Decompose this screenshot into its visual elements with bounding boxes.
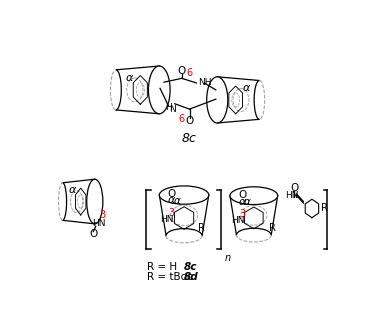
Text: R = H: R = H bbox=[147, 262, 177, 272]
Text: α: α bbox=[69, 185, 76, 195]
Text: R: R bbox=[321, 204, 328, 213]
Text: N: N bbox=[169, 105, 176, 115]
Ellipse shape bbox=[254, 80, 265, 119]
Text: 6: 6 bbox=[179, 114, 185, 124]
Text: HN: HN bbox=[285, 191, 298, 200]
Text: O: O bbox=[177, 66, 186, 76]
Ellipse shape bbox=[87, 179, 103, 224]
Text: R: R bbox=[198, 223, 204, 233]
Text: 3: 3 bbox=[100, 210, 106, 220]
Text: O: O bbox=[185, 116, 194, 126]
Text: R = tBoc: R = tBoc bbox=[147, 272, 193, 282]
Text: HN: HN bbox=[232, 215, 245, 224]
Ellipse shape bbox=[148, 66, 170, 114]
Text: 3: 3 bbox=[239, 209, 245, 219]
Ellipse shape bbox=[230, 187, 278, 205]
Text: H: H bbox=[165, 103, 172, 112]
Text: HN: HN bbox=[92, 218, 106, 228]
Text: α: α bbox=[173, 196, 180, 206]
Text: O: O bbox=[168, 189, 176, 199]
Ellipse shape bbox=[159, 186, 209, 204]
Text: 6: 6 bbox=[186, 68, 193, 78]
Text: O: O bbox=[89, 229, 97, 239]
Text: α: α bbox=[242, 83, 250, 93]
Text: 8d: 8d bbox=[184, 272, 199, 282]
Text: 8c: 8c bbox=[182, 132, 197, 145]
Text: HN: HN bbox=[160, 215, 174, 224]
Text: α: α bbox=[243, 197, 250, 207]
Text: α: α bbox=[126, 73, 133, 83]
Text: R: R bbox=[269, 223, 276, 233]
Text: α: α bbox=[168, 195, 175, 205]
Ellipse shape bbox=[237, 228, 271, 242]
Ellipse shape bbox=[207, 77, 228, 123]
Text: α: α bbox=[238, 197, 246, 207]
Ellipse shape bbox=[166, 229, 202, 243]
Ellipse shape bbox=[59, 183, 66, 220]
Ellipse shape bbox=[110, 70, 121, 110]
Text: O: O bbox=[290, 184, 298, 194]
Text: 8c: 8c bbox=[184, 262, 197, 272]
Text: O: O bbox=[239, 190, 247, 201]
Text: 3: 3 bbox=[168, 208, 174, 218]
Text: n: n bbox=[224, 253, 231, 263]
Text: NH: NH bbox=[198, 78, 211, 87]
